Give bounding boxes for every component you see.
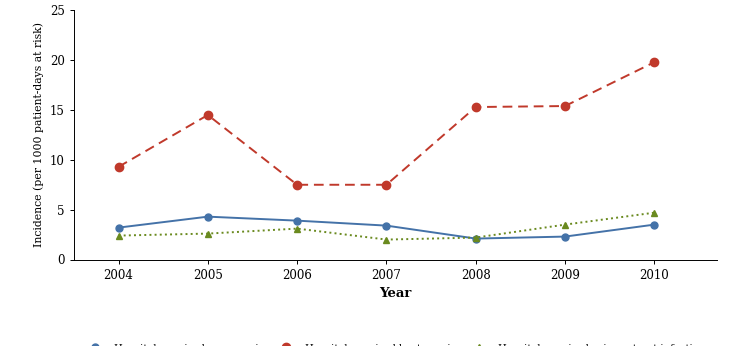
Hospital-acquired pneumonia <box>471 237 480 241</box>
Hospital-acquired bacteremia <box>114 165 123 169</box>
Line: Hospital-acquired pneumonia: Hospital-acquired pneumonia <box>115 213 658 242</box>
Hospital-acquired urinary tract infections <box>293 227 302 231</box>
X-axis label: Year: Year <box>379 287 412 300</box>
Hospital-acquired pneumonia <box>382 224 391 228</box>
Hospital-acquired pneumonia <box>114 226 123 230</box>
Hospital-acquired bacteremia <box>561 104 570 108</box>
Hospital-acquired bacteremia <box>650 60 658 64</box>
Legend: Hospital-acquired pneumonia, Hospital-acquired bacteremia, Hospital-acquired uri: Hospital-acquired pneumonia, Hospital-ac… <box>77 339 714 346</box>
Hospital-acquired bacteremia <box>203 113 212 117</box>
Hospital-acquired urinary tract infections <box>471 236 480 240</box>
Line: Hospital-acquired urinary tract infections: Hospital-acquired urinary tract infectio… <box>115 209 658 243</box>
Line: Hospital-acquired bacteremia: Hospital-acquired bacteremia <box>115 58 658 189</box>
Y-axis label: Incidence (per 1000 patient-days at risk): Incidence (per 1000 patient-days at risk… <box>34 22 44 247</box>
Hospital-acquired bacteremia <box>471 105 480 109</box>
Hospital-acquired urinary tract infections <box>203 231 212 236</box>
Hospital-acquired urinary tract infections <box>114 234 123 238</box>
Hospital-acquired pneumonia <box>203 215 212 219</box>
Hospital-acquired bacteremia <box>382 183 391 187</box>
Hospital-acquired bacteremia <box>293 183 302 187</box>
Hospital-acquired urinary tract infections <box>561 222 570 227</box>
Hospital-acquired pneumonia <box>293 219 302 223</box>
Hospital-acquired urinary tract infections <box>650 211 658 215</box>
Hospital-acquired pneumonia <box>561 235 570 239</box>
Hospital-acquired pneumonia <box>650 222 658 227</box>
Hospital-acquired urinary tract infections <box>382 237 391 242</box>
